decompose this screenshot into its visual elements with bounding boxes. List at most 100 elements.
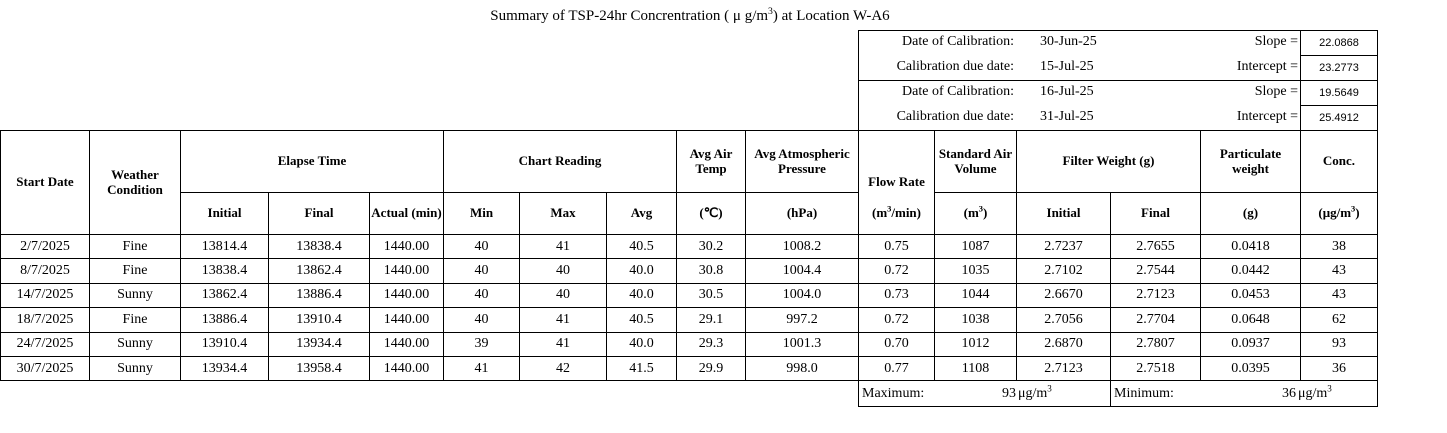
table-cell: 0.0648 [1200,307,1301,333]
superscript: 3 [978,203,984,214]
table-cell: 0.0418 [1200,234,1301,260]
header-cell: Max [519,192,607,235]
table-cell: 1440.00 [369,356,444,382]
table-cell: 0.72 [858,307,935,333]
table-cell: 1038 [934,307,1017,333]
table-cell: Sunny [89,282,181,309]
table-cell: 13838.4 [180,258,269,284]
header-cell: Elapse Time [180,130,444,193]
summary-box [1110,380,1378,408]
table-cell: 13862.4 [268,258,370,284]
value: 22.0868 [1300,30,1378,56]
header-cell: Start Date [0,130,90,235]
value: 36 [1282,385,1296,401]
table-cell: 29.9 [676,356,746,382]
superscript: 3 [1351,203,1356,214]
text-part: ) [983,205,988,221]
table-cell: 13934.4 [180,356,269,382]
label: Slope = [1254,34,1298,50]
header-cell: Weather Condition [89,130,181,235]
title: Summary of TSP-24hr Concrentration ( μ g… [300,4,1080,30]
table-cell: 13958.4 [268,356,370,382]
table-cell: 2.7655 [1110,234,1201,260]
table-cell: 43 [1300,282,1378,309]
table-cell: 1440.00 [369,331,444,357]
header-cell: (℃) [676,192,746,235]
table-cell: 36 [1300,356,1378,382]
text-part: /min) [891,205,921,221]
table-cell: Fine [89,258,181,284]
table-cell: 29.1 [676,307,746,333]
header-cell: Chart Reading [443,130,677,193]
table-cell: 40 [443,282,520,309]
table-cell: 0.0442 [1200,258,1301,284]
value: 16-Jul-25 [1040,84,1094,100]
superscript: 3 [887,203,892,214]
table-cell: 43 [1300,258,1378,284]
text-part: ) at Location W-A6 [772,8,890,25]
label: Date of Calibration: [902,84,1014,100]
table-cell: 1008.2 [745,234,859,260]
header-cell: (m3) [934,192,1017,235]
table-cell: 1004.0 [745,282,859,309]
text: Summary of TSP-24hr Concrentration ( μ g… [490,6,890,25]
table-cell: 13886.4 [268,282,370,309]
header-cell: Standard Air Volume [934,130,1017,193]
table-cell: 18/7/2025 [0,307,90,333]
table-cell: 2.7544 [1110,258,1201,284]
table-cell: 13886.4 [180,307,269,333]
text: (μg/m3) [1318,203,1359,221]
table-cell: 40 [443,307,520,333]
table-cell: 41 [519,234,607,260]
superscript: 3 [1047,383,1052,394]
table-cell: 93 [1300,331,1378,357]
table-cell: 8/7/2025 [0,258,90,284]
table-cell: 1440.00 [369,307,444,333]
label: Calibration due date: [896,59,1014,75]
table-cell: 42 [519,356,607,382]
label: Slope = [1254,84,1298,100]
text-part: (μg/m [1318,205,1352,221]
table-cell: 2.7807 [1110,331,1201,357]
table-cell: 29.3 [676,331,746,357]
table-cell: 39 [443,331,520,357]
superscript: 3 [768,6,773,18]
text-part: μg/m [1018,385,1048,401]
value: 30-Jun-25 [1040,34,1097,50]
table-cell: 41 [519,331,607,357]
table-cell: 2.7237 [1016,234,1111,260]
table-cell: 0.0395 [1200,356,1301,382]
table-cell: 1001.3 [745,331,859,357]
table-cell: 1044 [934,282,1017,309]
value: 31-Jul-25 [1040,109,1094,125]
label: Minimum: [1114,385,1174,401]
header-cell: (hPa) [745,192,859,235]
text: μg/m3 [1018,383,1052,402]
table-cell: 0.70 [858,331,935,357]
table-cell: 1012 [934,331,1017,357]
table-cell: 2/7/2025 [0,234,90,260]
table-cell: 40 [519,258,607,284]
table-cell: 62 [1300,307,1378,333]
table-cell: 30.5 [676,282,746,309]
table-cell: 30.2 [676,234,746,260]
table-cell: 30/7/2025 [0,356,90,382]
label: Intercept = [1236,59,1298,75]
table-cell: 40 [443,234,520,260]
table-cell: 2.7704 [1110,307,1201,333]
header-cell: Avg [606,192,677,235]
table-cell: 41 [443,356,520,382]
header-cell: Conc. [1300,130,1378,193]
table-cell: 1004.4 [745,258,859,284]
table-cell: 0.0453 [1200,282,1301,309]
header-cell: Particulate weight [1200,130,1301,193]
table-cell: 24/7/2025 [0,331,90,357]
table-cell: 0.73 [858,282,935,309]
table-cell: 40.0 [606,282,677,309]
table-cell: 30.8 [676,258,746,284]
header-cell: Initial [1016,192,1111,235]
header-cell: Avg Air Temp [676,130,746,193]
table-cell: 997.2 [745,307,859,333]
table-cell: 0.0937 [1200,331,1301,357]
